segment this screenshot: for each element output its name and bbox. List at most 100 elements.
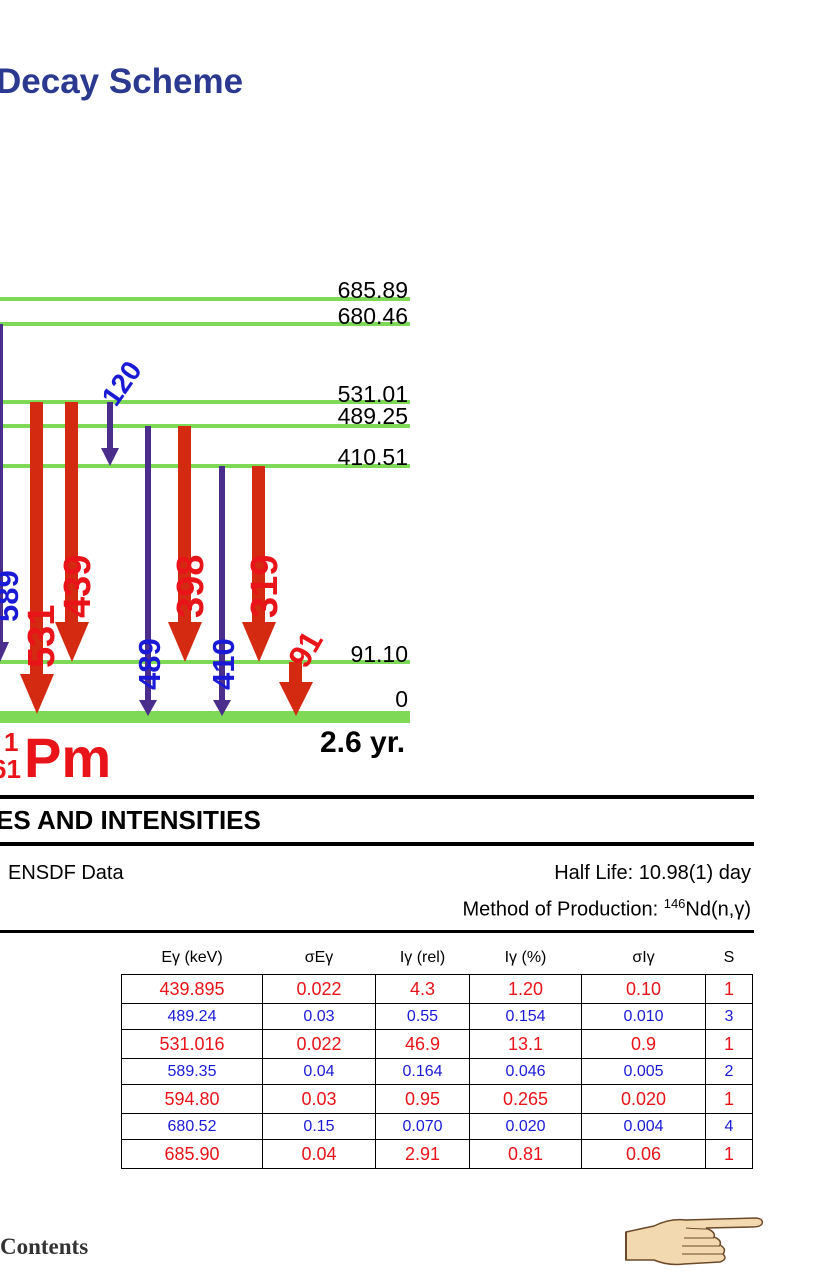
table-row: 594.80 0.03 0.95 0.265 0.020 1 <box>121 1084 753 1114</box>
table-cell: 0.022 <box>262 974 376 1004</box>
arrow-531-head <box>20 674 54 714</box>
table-row: 489.24 0.03 0.55 0.154 0.010 3 <box>121 1003 753 1030</box>
table-cell: 2 <box>705 1058 753 1085</box>
nuclide-mass-number: 1 <box>4 727 18 757</box>
table-cell: 0.020 <box>581 1084 706 1114</box>
level-label: 489.25 <box>338 403 408 429</box>
divider <box>0 842 754 846</box>
arrow-319-shaft <box>252 466 265 622</box>
table-cell: 1 <box>705 1139 753 1169</box>
level-label: 0 <box>395 686 408 712</box>
arrow-91-head <box>279 682 313 716</box>
table-row: 531.016 0.022 46.9 13.1 0.9 1 <box>121 1029 753 1059</box>
arrow-531-shaft <box>30 402 43 674</box>
table-cell: 2.91 <box>375 1139 470 1169</box>
table-cell: 680.52 <box>121 1113 263 1140</box>
contents-link[interactable]: Contents <box>0 1234 89 1259</box>
table-cell: 0.154 <box>469 1003 582 1030</box>
arrow-489-head <box>139 700 157 716</box>
level-line-91 <box>0 660 410 664</box>
data-source: ENSDF Data <box>8 862 124 884</box>
level-line-531 <box>0 400 410 404</box>
table-row: 589.35 0.04 0.164 0.046 0.005 2 <box>121 1058 753 1085</box>
table-header-row: Eγ (keV) σEγ Iγ (rel) Iγ (%) σIγ S <box>122 942 753 975</box>
table-cell: 46.9 <box>375 1029 470 1059</box>
table-row: 680.52 0.15 0.070 0.020 0.004 4 <box>121 1113 753 1140</box>
arrow-398-shaft <box>178 426 191 622</box>
arrow-410-head <box>213 700 231 716</box>
gamma-table: Eγ (keV) σEγ Iγ (rel) Iγ (%) σIγ S 439.8… <box>121 942 753 1169</box>
transition-label-91: 91 <box>281 625 330 674</box>
level-line-680 <box>0 322 410 326</box>
arrow-91-shaft <box>289 662 302 682</box>
level-line-ground <box>0 711 410 723</box>
table-cell: 0.020 <box>469 1113 582 1140</box>
transition-label-531: 531 <box>21 605 63 668</box>
table-cell: 1 <box>705 1029 753 1059</box>
ground-state-half-life: 2.6 yr. <box>320 726 405 759</box>
table-cell: 1 <box>705 1084 753 1114</box>
arrow-439-shaft <box>65 402 78 622</box>
transition-label-489: 489 <box>132 638 167 690</box>
arrow-439-head <box>55 622 89 662</box>
table-cell: 0.022 <box>262 1029 376 1059</box>
transition-label-410: 410 <box>206 638 241 690</box>
table-cell: 1 <box>705 974 753 1004</box>
table-cell: 685.90 <box>121 1139 263 1169</box>
production-prefix: Method of Production: <box>462 898 664 921</box>
table-cell: 0.164 <box>375 1058 470 1085</box>
arrow-489-shaft <box>145 426 151 700</box>
transition-label-319: 319 <box>244 555 286 618</box>
table-row: 685.90 0.04 2.91 0.81 0.06 1 <box>121 1139 753 1169</box>
table-cell: 0.03 <box>262 1003 376 1030</box>
arrow-319-head <box>242 622 276 662</box>
column-header: Iγ (rel) <box>399 949 446 966</box>
table-cell: 0.03 <box>262 1084 376 1114</box>
section-title: ES AND INTENSITIES <box>0 805 261 835</box>
production-method: Method of Production: 146Nd(n,γ) <box>462 896 751 922</box>
arrow-589-head <box>0 642 9 662</box>
level-label: 685.89 <box>338 277 408 303</box>
table-cell: 0.010 <box>581 1003 706 1030</box>
table-cell: 0.10 <box>581 974 706 1004</box>
nuclide-atomic-number: 61 <box>0 754 21 784</box>
table-cell: 1.20 <box>469 974 582 1004</box>
table-cell: 4.3 <box>375 974 470 1004</box>
column-header: σEγ <box>304 949 334 966</box>
arrow-589-shaft <box>0 324 3 642</box>
table-cell: 0.005 <box>581 1058 706 1085</box>
table-cell: 13.1 <box>469 1029 582 1059</box>
level-label: 531.01 <box>338 381 408 407</box>
arrow-410-shaft <box>219 466 225 700</box>
divider <box>0 795 754 799</box>
table-cell: 0.55 <box>375 1003 470 1030</box>
transition-label-439: 439 <box>57 555 99 618</box>
table-cell: 0.15 <box>262 1113 376 1140</box>
transition-label-398: 398 <box>170 555 212 618</box>
table-cell: 0.070 <box>375 1113 470 1140</box>
pointing-hand-icon[interactable] <box>624 1212 766 1270</box>
table-cell: 594.80 <box>121 1084 263 1114</box>
table-cell: 4 <box>705 1113 753 1140</box>
table-cell: 0.04 <box>262 1058 376 1085</box>
table-row: 439.895 0.022 4.3 1.20 0.10 1 <box>121 974 753 1004</box>
table-cell: 0.95 <box>375 1084 470 1114</box>
arrow-120-shaft <box>107 402 113 448</box>
column-header: σIγ <box>632 949 655 966</box>
production-reaction: Nd(n,γ) <box>685 898 751 921</box>
half-life-info: Half Life: 10.98(1) day <box>554 862 751 884</box>
production-mass: 146 <box>663 896 686 911</box>
column-header: Iγ (%) <box>504 949 547 966</box>
table-cell: 0.004 <box>581 1113 706 1140</box>
table-cell: 489.24 <box>121 1003 263 1030</box>
table-cell: 0.046 <box>469 1058 582 1085</box>
arrow-120-head <box>101 448 119 466</box>
table-cell: 0.04 <box>262 1139 376 1169</box>
level-label: 91.10 <box>350 641 408 667</box>
table-cell: 0.06 <box>581 1139 706 1169</box>
level-line-410 <box>0 464 410 468</box>
table-cell: 3 <box>705 1003 753 1030</box>
level-lines <box>0 297 410 723</box>
level-line-685 <box>0 297 410 301</box>
table-cell: 0.9 <box>581 1029 706 1059</box>
